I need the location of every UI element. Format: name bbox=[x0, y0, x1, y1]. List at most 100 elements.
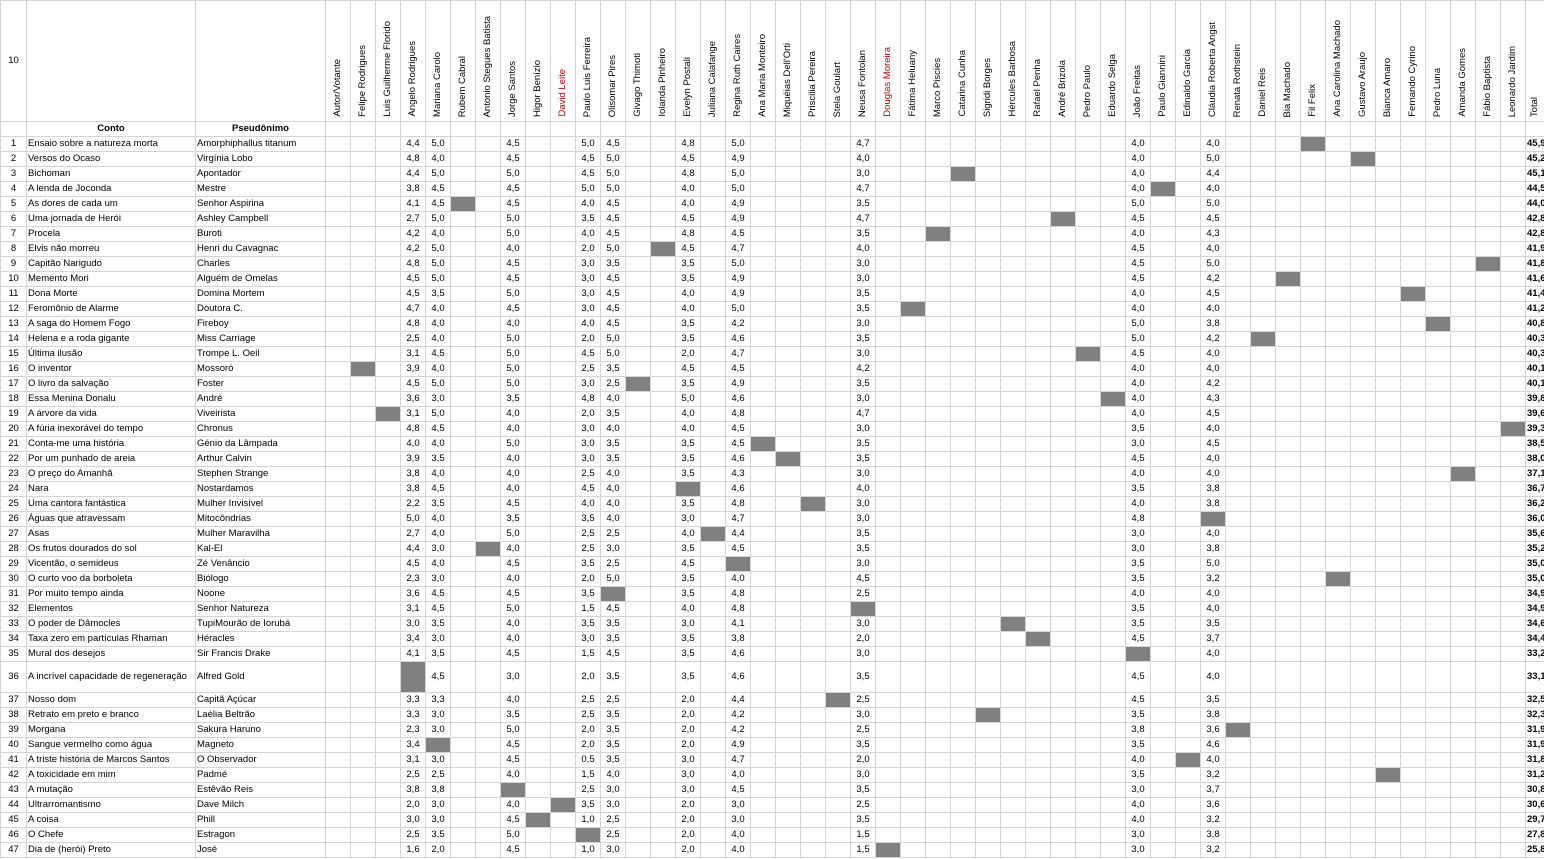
score-cell[interactable] bbox=[1425, 196, 1451, 212]
score-cell[interactable] bbox=[875, 797, 901, 813]
score-cell[interactable] bbox=[950, 842, 976, 858]
score-cell[interactable]: 3,8 bbox=[400, 181, 426, 197]
score-cell[interactable] bbox=[1250, 812, 1276, 828]
score-cell[interactable] bbox=[1050, 241, 1076, 257]
score-cell[interactable] bbox=[975, 556, 1001, 572]
score-cell[interactable] bbox=[800, 166, 826, 182]
score-cell[interactable]: 2,0 bbox=[675, 722, 701, 738]
score-cell[interactable] bbox=[1450, 181, 1476, 197]
score-cell[interactable] bbox=[1025, 812, 1051, 828]
score-cell[interactable] bbox=[1100, 616, 1126, 632]
score-cell[interactable]: 4,9 bbox=[725, 737, 751, 753]
score-cell[interactable]: 4,0 bbox=[675, 301, 701, 317]
score-cell[interactable] bbox=[1425, 136, 1451, 152]
score-cell[interactable] bbox=[375, 481, 401, 497]
author-marker-cell[interactable] bbox=[725, 556, 751, 572]
score-cell[interactable]: 3,5 bbox=[600, 631, 626, 647]
score-cell[interactable] bbox=[650, 136, 676, 152]
score-cell[interactable] bbox=[1100, 376, 1126, 392]
score-cell[interactable] bbox=[775, 421, 801, 437]
score-cell[interactable] bbox=[1025, 196, 1051, 212]
score-cell[interactable] bbox=[1250, 842, 1276, 858]
score-cell[interactable] bbox=[825, 316, 851, 332]
score-cell[interactable] bbox=[525, 692, 551, 708]
score-cell[interactable] bbox=[1375, 211, 1401, 227]
autor-cell[interactable] bbox=[325, 616, 351, 632]
score-cell[interactable]: 4,9 bbox=[725, 286, 751, 302]
score-cell[interactable] bbox=[625, 767, 651, 783]
score-cell[interactable] bbox=[450, 812, 476, 828]
score-cell[interactable] bbox=[900, 541, 926, 557]
score-cell[interactable] bbox=[1025, 827, 1051, 843]
voter-header[interactable]: Eduardo Selga bbox=[1100, 0, 1126, 122]
score-cell[interactable] bbox=[550, 391, 576, 407]
pseudonym[interactable]: André bbox=[195, 391, 326, 407]
score-cell[interactable] bbox=[975, 196, 1001, 212]
conto-title[interactable]: A mutação bbox=[26, 782, 196, 798]
score-cell[interactable] bbox=[375, 842, 401, 858]
score-cell[interactable] bbox=[1025, 466, 1051, 482]
score-cell[interactable] bbox=[775, 661, 801, 693]
total-score[interactable]: 40,8 bbox=[1525, 316, 1544, 332]
score-cell[interactable] bbox=[900, 451, 926, 467]
score-cell[interactable] bbox=[1425, 361, 1451, 377]
score-cell[interactable] bbox=[1425, 601, 1451, 617]
score-cell[interactable] bbox=[750, 812, 776, 828]
score-cell[interactable] bbox=[1300, 692, 1326, 708]
score-cell[interactable] bbox=[1475, 737, 1501, 753]
conto-title[interactable]: O preço do Amanhã bbox=[26, 466, 196, 482]
score-cell[interactable]: 4,5 bbox=[500, 271, 526, 287]
score-cell[interactable]: 4,0 bbox=[1200, 136, 1226, 152]
score-cell[interactable] bbox=[1450, 586, 1476, 602]
score-cell[interactable] bbox=[1400, 571, 1426, 587]
score-cell[interactable] bbox=[1225, 586, 1251, 602]
score-cell[interactable] bbox=[1250, 136, 1276, 152]
score-cell[interactable] bbox=[1250, 211, 1276, 227]
score-cell[interactable] bbox=[800, 722, 826, 738]
score-cell[interactable] bbox=[1000, 451, 1026, 467]
score-cell[interactable]: 3,8 bbox=[1200, 707, 1226, 723]
score-cell[interactable] bbox=[1275, 226, 1301, 242]
score-cell[interactable]: 5,0 bbox=[500, 827, 526, 843]
score-cell[interactable] bbox=[1400, 166, 1426, 182]
score-cell[interactable]: 4,0 bbox=[500, 571, 526, 587]
score-cell[interactable] bbox=[1375, 481, 1401, 497]
score-cell[interactable] bbox=[1475, 406, 1501, 422]
score-cell[interactable] bbox=[925, 466, 951, 482]
score-cell[interactable] bbox=[1275, 601, 1301, 617]
score-cell[interactable]: 4,7 bbox=[725, 346, 751, 362]
score-cell[interactable] bbox=[1075, 646, 1101, 662]
score-cell[interactable] bbox=[550, 316, 576, 332]
score-cell[interactable] bbox=[1075, 376, 1101, 392]
score-cell[interactable] bbox=[350, 496, 376, 512]
row-number[interactable]: 30 bbox=[0, 571, 27, 587]
score-cell[interactable] bbox=[1150, 707, 1176, 723]
score-cell[interactable]: 3,2 bbox=[1200, 767, 1226, 783]
score-cell[interactable]: 3,2 bbox=[1200, 571, 1226, 587]
total-score[interactable]: 38,5 bbox=[1525, 436, 1544, 452]
conto-title[interactable]: A toxicidade em mim bbox=[26, 767, 196, 783]
score-cell[interactable] bbox=[650, 616, 676, 632]
score-cell[interactable]: 4,8 bbox=[675, 226, 701, 242]
score-cell[interactable] bbox=[975, 346, 1001, 362]
header-blank-cell[interactable] bbox=[195, 0, 326, 122]
score-cell[interactable] bbox=[750, 271, 776, 287]
score-cell[interactable] bbox=[950, 737, 976, 753]
score-cell[interactable]: 3,5 bbox=[600, 737, 626, 753]
score-cell[interactable] bbox=[875, 376, 901, 392]
score-cell[interactable] bbox=[1500, 496, 1526, 512]
score-cell[interactable] bbox=[1175, 346, 1201, 362]
pseudonym[interactable]: Amorphiphallus titanum bbox=[195, 136, 326, 152]
score-cell[interactable]: 3,8 bbox=[1200, 496, 1226, 512]
score-cell[interactable] bbox=[775, 571, 801, 587]
score-cell[interactable] bbox=[800, 782, 826, 798]
score-cell[interactable] bbox=[1075, 496, 1101, 512]
pseudonym[interactable]: Viveirista bbox=[195, 406, 326, 422]
score-cell[interactable] bbox=[1075, 556, 1101, 572]
score-cell[interactable] bbox=[1400, 797, 1426, 813]
score-cell[interactable] bbox=[1300, 812, 1326, 828]
score-cell[interactable]: 4,5 bbox=[675, 361, 701, 377]
score-cell[interactable] bbox=[350, 421, 376, 437]
total-score[interactable]: 36,2 bbox=[1525, 496, 1544, 512]
score-cell[interactable]: 3,5 bbox=[575, 556, 601, 572]
